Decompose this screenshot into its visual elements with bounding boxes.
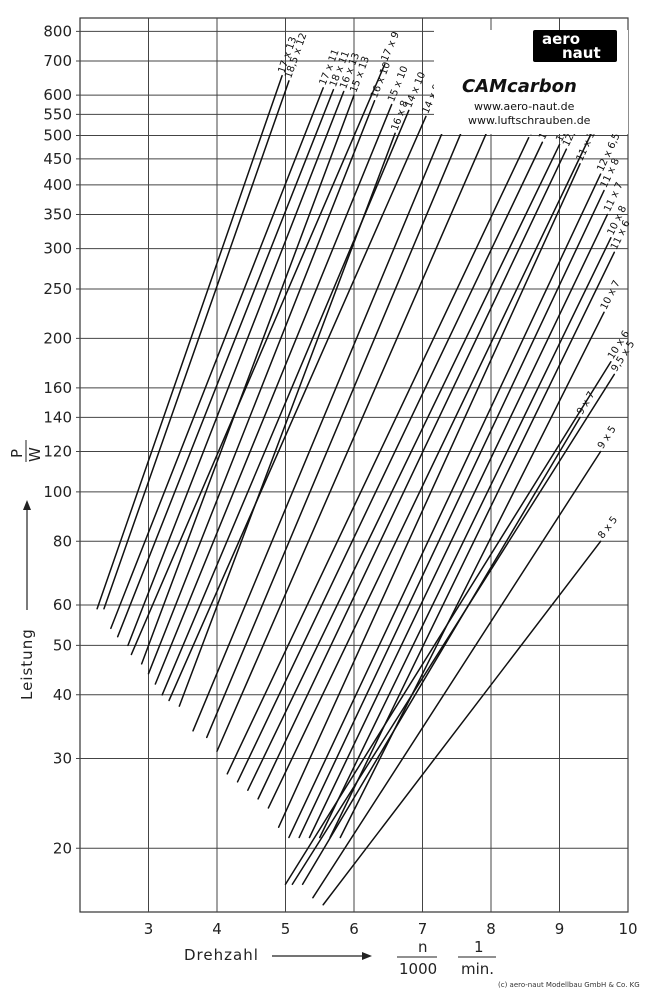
series-line (236, 141, 544, 783)
x-unit-denominator: 1000 (399, 960, 437, 978)
series-lines (96, 63, 616, 906)
series-line (205, 126, 465, 739)
series-line (96, 74, 283, 610)
y-tick-label: 550 (43, 105, 72, 123)
series-line (103, 80, 290, 610)
x-tick-label: 6 (349, 920, 359, 938)
series-line (284, 360, 612, 886)
series-line (267, 134, 592, 809)
series-line (130, 63, 386, 656)
y-tick-label: 20 (53, 839, 72, 857)
series-line (277, 163, 581, 828)
series-line (127, 90, 345, 647)
y-tick-label: 200 (43, 329, 72, 347)
brand-url-2: www.luftschrauben.de (468, 114, 591, 127)
y-unit-denominator: W (26, 447, 44, 462)
y-tick-label: 500 (43, 127, 72, 145)
x-tick-label: 10 (618, 920, 637, 938)
series-line (329, 251, 616, 839)
x-unit2-numerator: 1 (474, 938, 484, 956)
y-tick-label: 400 (43, 176, 72, 194)
series-line (168, 115, 427, 702)
series-line (257, 148, 568, 800)
series-line (216, 121, 492, 752)
logo-bottom-text: naut (562, 44, 601, 62)
series-label: 10 x 7 (599, 279, 623, 312)
series-line (339, 311, 605, 839)
series-line (301, 416, 581, 886)
series-label: 9 x 7 (575, 390, 597, 417)
series-line (319, 237, 612, 839)
series-line (312, 450, 602, 899)
y-tick-label: 140 (43, 408, 72, 426)
series-line (247, 143, 561, 791)
x-unit-numerator: n (418, 938, 428, 956)
y-tick-label: 350 (43, 205, 72, 223)
y-tick-label: 250 (43, 280, 72, 298)
axis-ticks: 3 4 5 6 7 8 9 10 20 30 40 50 60 80 100 120 140 160 200 250 3… (43, 22, 637, 938)
y-tick-label: 100 (43, 483, 72, 501)
x-tick-label: 3 (144, 920, 154, 938)
series-label: 17 x 9 (379, 30, 401, 63)
y-tick-label: 40 (53, 686, 72, 704)
y-tick-label: 50 (53, 636, 72, 654)
series-label: 16 x 8 (390, 99, 411, 132)
series-line (147, 99, 376, 675)
y-unit-numerator: P (8, 449, 26, 458)
series-line (192, 121, 448, 732)
series-line (116, 88, 335, 638)
series-line (226, 136, 530, 775)
y-tick-label: 300 (43, 240, 72, 258)
y-tick-label: 700 (43, 52, 72, 70)
copyright-text: (c) aero-naut Modellbau GmbH & Co. KG (498, 981, 640, 989)
x-tick-label: 9 (555, 920, 565, 938)
y-tick-label: 30 (53, 750, 72, 768)
y-tick-label: 600 (43, 86, 72, 104)
series-line (322, 540, 602, 906)
y-axis-arrowhead (23, 500, 31, 510)
x-tick-label: 5 (281, 920, 291, 938)
series-label: 8 x 5 (596, 515, 620, 542)
x-tick-label: 8 (486, 920, 496, 938)
logo-top-text: aero (542, 30, 580, 48)
y-tick-label: 800 (43, 22, 72, 40)
series-line (288, 173, 602, 839)
brand-url-1: www.aero-naut.de (474, 100, 575, 113)
series-line (178, 132, 396, 707)
y-tick-label: 120 (43, 443, 72, 461)
x-axis-arrowhead (362, 952, 372, 960)
x-tick-label: 4 (212, 920, 222, 938)
y-tick-label: 60 (53, 596, 72, 614)
series-line (110, 87, 324, 630)
aero-naut-logo (533, 30, 617, 62)
series-line (140, 94, 355, 665)
y-tick-label: 80 (53, 532, 72, 550)
y-axis-title: Leistung (18, 628, 36, 700)
grid (76, 17, 629, 913)
y-tick-label: 450 (43, 150, 72, 168)
series-line (308, 213, 609, 839)
series-line (298, 189, 605, 839)
series-label: 9 x 5 (596, 424, 619, 451)
x-tick-label: 7 (418, 920, 428, 938)
x-unit2-denominator: min. (461, 960, 494, 978)
y-tick-label: 160 (43, 379, 72, 397)
x-axis-title: Drehzahl (184, 946, 259, 964)
brand-title: CAMcarbon (462, 76, 577, 97)
series-line (154, 103, 393, 685)
